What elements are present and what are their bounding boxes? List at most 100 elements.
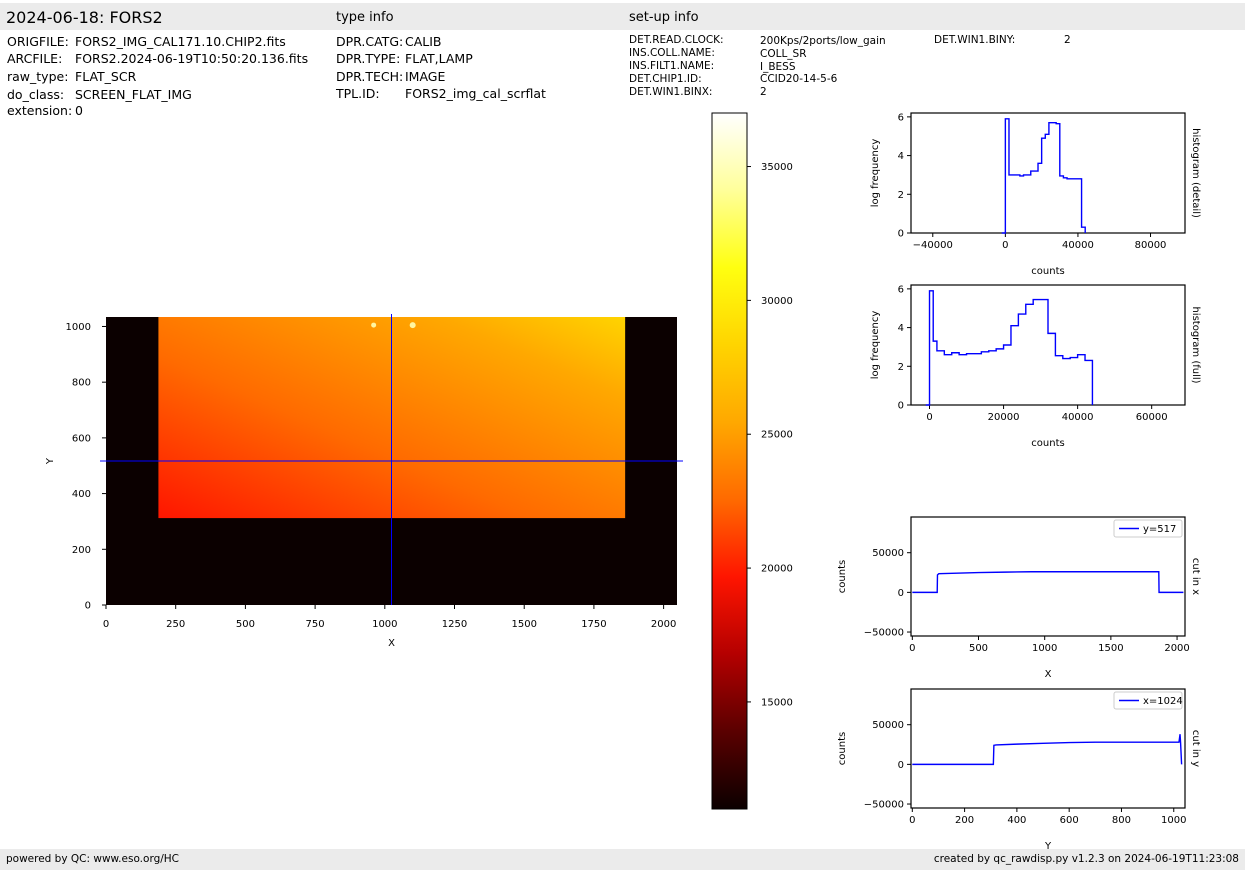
file-info-key-raw-type: raw_type: — [7, 69, 69, 84]
type-info-key-tech: DPR.TECH: — [336, 69, 404, 84]
cut-y-xtick-label: 800 — [1112, 815, 1131, 826]
file-info-value-do-class: SCREEN_FLAT_IMG — [75, 87, 192, 102]
footer-right: created by qc_rawdisp.py v1.2.3 on 2024-… — [933, 853, 1239, 865]
hist-detail-ytick-label: 6 — [898, 112, 904, 123]
colorbar-tick-label: 25000 — [761, 430, 793, 441]
cut-y-ytick-label: 50000 — [872, 720, 904, 731]
image-ytick-label: 400 — [72, 489, 91, 500]
cut-y-frame — [910, 688, 1186, 809]
image-xtick-label: 1000 — [372, 619, 397, 630]
cut-x-xtick-label: 500 — [969, 643, 988, 654]
cut-y-xtick-label: 600 — [1060, 815, 1079, 826]
cut-y-series — [912, 734, 1183, 766]
cut-x-series — [912, 571, 1184, 594]
colorbar-tick-label: 35000 — [761, 162, 793, 173]
setup-key-biny: DET.WIN1.BINY: — [934, 34, 1016, 46]
cut-y-ytick-label: 0 — [898, 760, 904, 771]
setup-key-binx: DET.WIN1.BINX: — [629, 86, 713, 98]
cut-x-frame — [910, 516, 1186, 637]
hist-full-xlabel: counts — [1031, 438, 1064, 449]
setup-key-filt1-name: INS.FILT1.NAME: — [629, 60, 715, 72]
setup-value-chip1-id: CCID20-14-5-6 — [760, 73, 838, 85]
cut-x-xlabel: X — [1045, 669, 1052, 680]
type-info-value-type: FLAT,LAMP — [405, 51, 473, 66]
hist-full-series — [925, 290, 1094, 406]
colorbar — [711, 112, 748, 810]
setup-value-read-clock: 200Kps/2ports/low_gain — [760, 35, 886, 47]
image-xtick-label: 250 — [166, 619, 185, 630]
colorbar-tick-label: 30000 — [761, 296, 793, 307]
setup-value-biny: 2 — [1064, 34, 1071, 46]
hist-full-ytick-label: 0 — [898, 401, 904, 412]
cut-x-ytick-label: 50000 — [872, 548, 904, 559]
image-ytick-label: 1000 — [66, 322, 91, 333]
hist-full-ytick-label: 4 — [898, 323, 904, 334]
cut-y-legend-box — [1113, 691, 1183, 710]
hist-detail-xtick-label: 0 — [1002, 240, 1008, 251]
image-ytick-label: 0 — [85, 601, 91, 612]
image-xtick-label: 500 — [236, 619, 255, 630]
cut-x-xtick-label: 1500 — [1098, 643, 1123, 654]
hist-full-xtick-label: 40000 — [1062, 412, 1094, 423]
hist-detail-xtick-label: −40000 — [913, 240, 953, 251]
image-xtick-label: 750 — [306, 619, 325, 630]
hist-detail-frame — [910, 112, 1186, 234]
hist-detail-side-label: histogram (detail) — [1190, 128, 1201, 218]
cut-y-legend-label: x=1024 — [1143, 696, 1183, 707]
file-info-value-raw-type: FLAT_SCR — [75, 69, 137, 84]
file-info-key-arcfile: ARCFILE: — [7, 51, 63, 66]
hist-detail-ytick-label: 0 — [898, 229, 904, 240]
setup-value-binx: 2 — [760, 86, 767, 98]
setup-key-coll-name: INS.COLL.NAME: — [629, 47, 715, 59]
setup-value-filt1-name: I_BESS — [760, 61, 796, 73]
cut-y-xtick-label: 0 — [909, 815, 915, 826]
file-info-key-origfile: ORIGFILE: — [7, 34, 69, 49]
hist-detail-ylabel: log frequency — [870, 139, 881, 208]
colorbar-tick-label: 20000 — [761, 564, 793, 575]
image-xtick-label: 1750 — [581, 619, 606, 630]
type-info-key-tpl: TPL.ID: — [336, 86, 380, 101]
cut-x-ytick-label: 0 — [898, 588, 904, 599]
page-title: 2024-06-18: FORS2 — [6, 8, 163, 27]
file-info-value-extension: 0 — [75, 103, 83, 118]
hist-detail-ytick-label: 4 — [898, 151, 904, 162]
image-ytick-label: 200 — [72, 545, 91, 556]
cut-x-ylabel: counts — [837, 560, 848, 593]
cut-y-ylabel: counts — [837, 732, 848, 765]
hist-full-frame — [910, 284, 1186, 406]
setup-info-heading: set-up info — [629, 10, 699, 25]
setup-key-read-clock: DET.READ.CLOCK: — [629, 34, 724, 46]
image-xtick-label: 2000 — [651, 619, 676, 630]
image-ytick-label: 800 — [72, 378, 91, 389]
hist-full-xtick-label: 60000 — [1136, 412, 1168, 423]
cut-y-xtick-label: 1000 — [1161, 815, 1186, 826]
image-xlabel: X — [388, 638, 395, 649]
setup-value-coll-name: COLL_SR — [760, 48, 807, 60]
hist-full-xtick-label: 0 — [926, 412, 932, 423]
hist-full-side-label: histogram (full) — [1190, 306, 1201, 383]
cut-y-xtick-label: 400 — [1007, 815, 1026, 826]
image-xtick-label: 1500 — [511, 619, 536, 630]
hist-detail-series — [1001, 118, 1086, 234]
cut-x-xtick-label: 1000 — [1032, 643, 1057, 654]
file-info-key-do-class: do_class: — [7, 87, 65, 102]
image-xtick-label: 0 — [103, 619, 109, 630]
cut-x-side-label: cut in x — [1190, 558, 1201, 595]
image-ytick-label: 600 — [72, 433, 91, 444]
cut-x-legend-label: y=517 — [1143, 524, 1176, 535]
footer-left: powered by QC: www.eso.org/HC — [6, 853, 180, 865]
hist-full-ytick-label: 2 — [898, 362, 904, 373]
type-info-key-type: DPR.TYPE: — [336, 51, 401, 66]
hist-full-ylabel: log frequency — [870, 311, 881, 380]
cut-x-xtick-label: 0 — [909, 643, 915, 654]
cut-x-xtick-label: 2000 — [1164, 643, 1189, 654]
setup-key-chip1-id: DET.CHIP1.ID: — [629, 73, 702, 85]
cut-x-legend-box — [1113, 519, 1183, 538]
cut-y-side-label: cut in y — [1190, 730, 1201, 767]
cut-y-xlabel: Y — [1044, 841, 1052, 852]
type-info-value-catg: CALIB — [405, 34, 442, 49]
cut-x-ytick-label: −50000 — [864, 628, 904, 639]
image-xtick-label: 1250 — [442, 619, 467, 630]
hist-full-ytick-label: 6 — [898, 284, 904, 295]
